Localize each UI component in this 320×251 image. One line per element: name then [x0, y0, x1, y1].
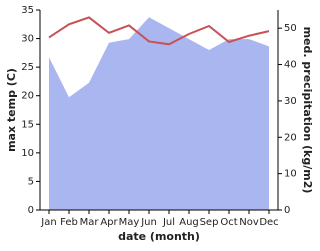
y-tick-label: 0 — [28, 205, 34, 216]
y2-tick-label: 50 — [284, 23, 297, 34]
y2-axis-label: med. precipitation (kg/m2) — [301, 27, 314, 194]
y2-tick-label: 20 — [284, 132, 297, 143]
x-tick-label: Jul — [162, 217, 175, 228]
y-tick-label: 15 — [21, 119, 34, 130]
y2-tick-label: 30 — [284, 96, 297, 107]
x-tick-label: Jun — [140, 217, 157, 228]
y-tick-label: 30 — [21, 34, 34, 45]
x-tick-label: Aug — [179, 217, 199, 228]
y2-tick-label: 0 — [284, 205, 290, 216]
x-tick-label: Apr — [100, 217, 118, 228]
x-tick-label: Mar — [80, 217, 100, 228]
y-tick-label: 20 — [21, 91, 34, 102]
x-tick-label: Sep — [200, 217, 219, 228]
x-tick-label: Nov — [239, 217, 259, 228]
chart: date (month) max temp (C) med. precipita… — [5, 5, 314, 243]
x-axis-label: date (month) — [118, 230, 200, 243]
x-tick-label: Jan — [40, 217, 56, 228]
x-tick-label: Oct — [220, 217, 237, 228]
y-tick-label: 10 — [21, 148, 34, 159]
y-tick-label: 25 — [21, 62, 34, 73]
precipitation-area — [49, 17, 269, 210]
x-tick-label: Dec — [259, 217, 278, 228]
temperature-line — [48, 16, 270, 46]
y-axis-label: max temp (C) — [5, 68, 18, 152]
y2-tick-label: 10 — [284, 169, 297, 180]
x-tick-label: May — [119, 217, 140, 228]
y-tick-label: 5 — [28, 176, 34, 187]
x-tick-label: Feb — [60, 217, 78, 228]
y2-tick-label: 40 — [284, 60, 297, 71]
y-tick-label: 35 — [21, 5, 34, 16]
